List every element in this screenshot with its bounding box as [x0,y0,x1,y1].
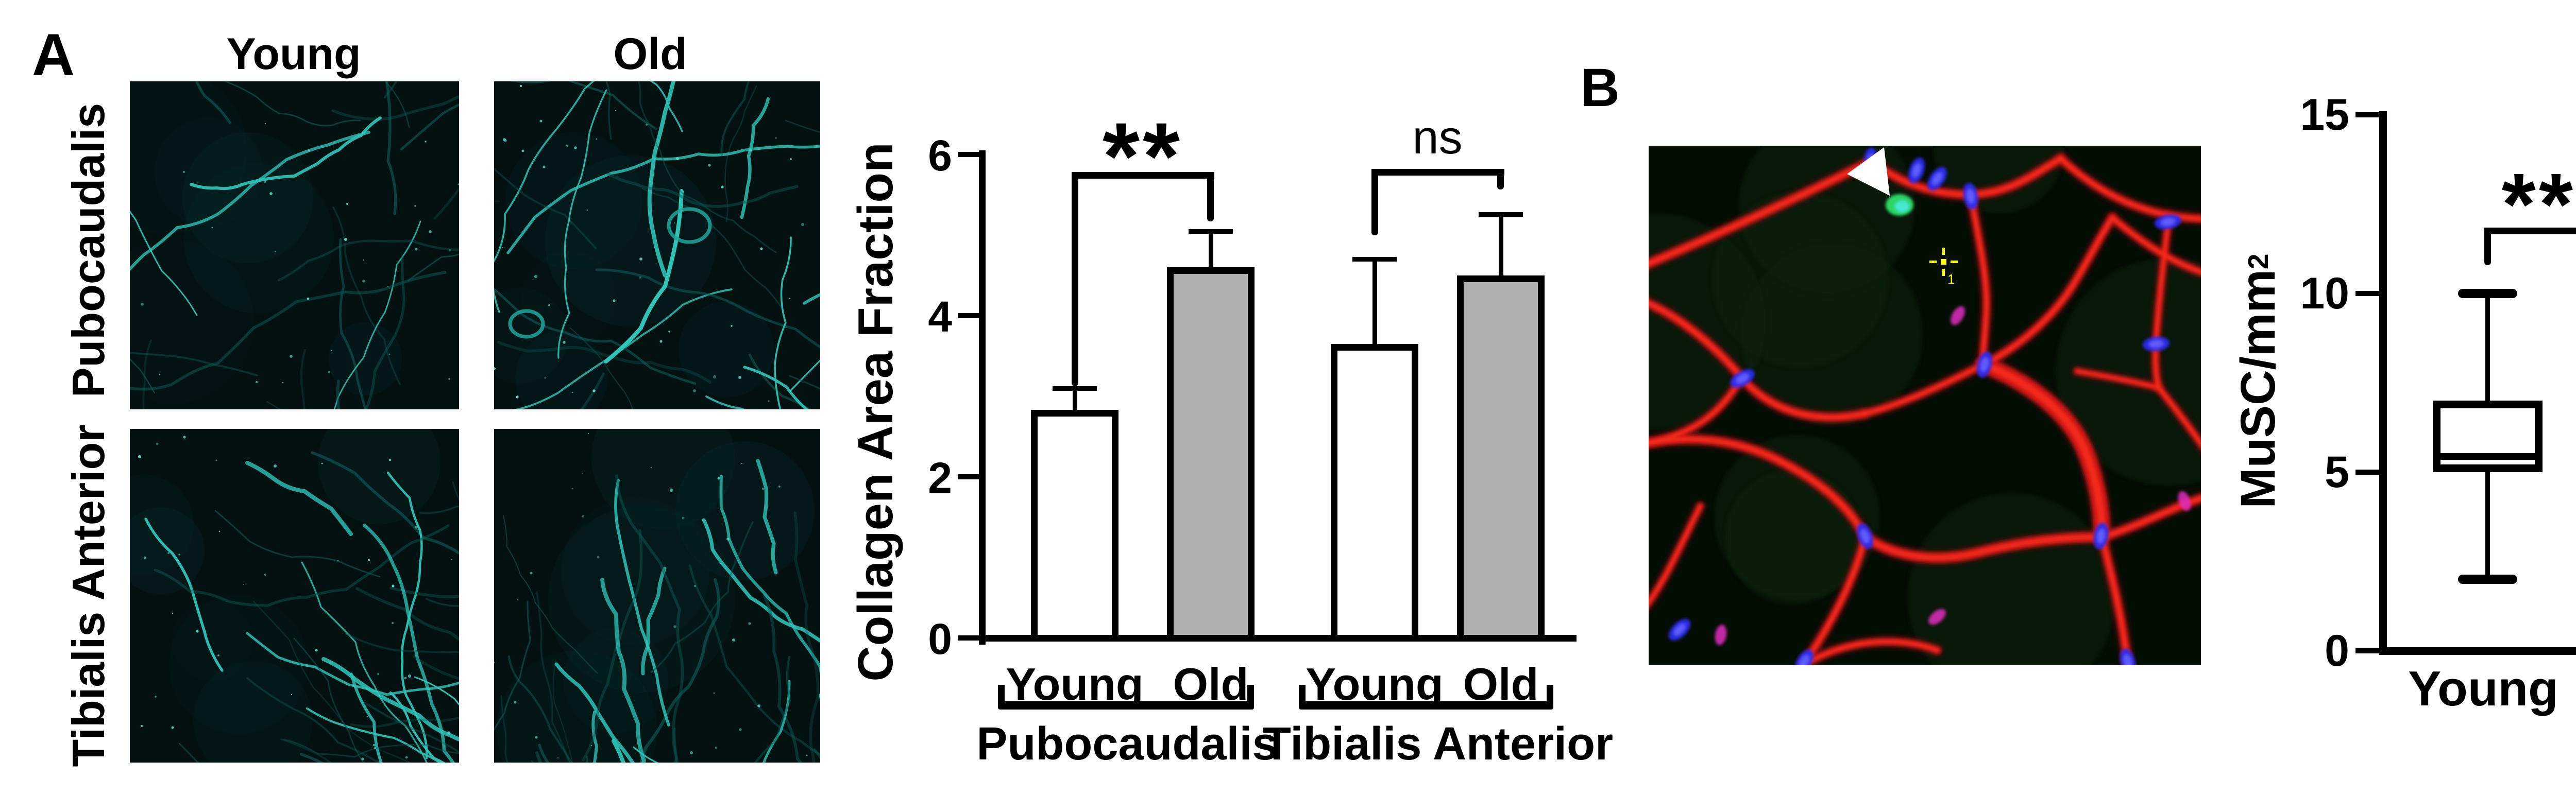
box-xlabel-young: Young [2408,661,2558,716]
bar-xlabel-young-ta: Young [1306,659,1444,710]
sig-bracket-horizontal [1371,169,1504,176]
micrograph-tibialis-old [494,429,820,763]
group-bracket-tibialis-left-end [1299,685,1306,705]
box-plot-tick-0 [2355,648,2379,653]
error-bar-cap [1053,386,1097,391]
error-bar-line [1073,388,1077,412]
error-bar-cap [1479,212,1523,217]
bar-chart-tick-2 [958,474,979,479]
bar-chart-y-axis-line [979,150,986,645]
bar-tibialis-anterior-young [1331,343,1418,642]
micrograph-pubocaudalis-young [130,81,459,409]
whisker-upper-line [2485,293,2490,401]
box-plot-tick-label-5: 5 [2325,447,2349,497]
bar-chart-tick-label-2: 2 [928,454,952,502]
panel-a-label: A [32,22,75,88]
micrograph-musc-section: 1 [1649,146,2201,665]
error-bar-cap [1352,257,1397,262]
bar-chart-y-axis-title: Collagen Area Fraction [848,142,903,682]
panel-b-label: B [1581,58,1620,118]
bar-pubocaudalis-old [1167,267,1255,642]
bar-chart-x-axis-line [979,635,1577,642]
column-header-old: Old [613,29,687,79]
whisker-lower-cap [2458,575,2517,584]
group-bracket-pubocaudalis-right-end [1247,685,1254,705]
crosshair-label: 1 [1947,271,1955,287]
bar-chart-tick-label-4: 4 [928,292,952,341]
bar-chart-tick-label-6: 6 [928,131,952,180]
column-header-young: Young [226,29,361,79]
bar-xlabel-old-pc: Old [1173,659,1249,710]
box-plot-tick-label-0: 0 [2325,626,2349,676]
bar-xlabel-old-ta: Old [1463,659,1539,710]
bar-pubocaudalis-young [1031,410,1118,642]
whisker-upper-cap [2458,289,2517,298]
box-plot-tick-label-10: 10 [2300,269,2349,318]
sig-bracket-left-leg [2484,228,2491,265]
box-plot-y-axis-line [2379,111,2387,655]
bar-tibialis-anterior-old [1457,275,1545,642]
micrograph-tibialis-young [130,429,459,763]
box-plot-y-axis-title: MuSC/mm 2 [2230,201,2286,561]
box-plot-tick-5 [2355,470,2379,475]
sig-bracket-horizontal [2484,228,2576,234]
significance-stars-musc: **** [2501,155,2576,253]
error-bar-line [1209,231,1213,270]
box-plot-y-axis-title-sup: 2 [2242,253,2274,270]
box-plot-tick-label-15: 15 [2300,90,2349,140]
significance-stars-pubocaudalis: ** [1103,103,1183,210]
sig-bracket-right-leg [1497,169,1504,189]
sig-bracket-left-leg [1072,172,1078,386]
bar-chart-tick-label-0: 0 [928,615,952,663]
bar-chart-tick-4 [958,313,979,318]
group-label-pubocaudalis: Pubocaudalis [976,718,1278,770]
micrograph-pubocaudalis-old [494,81,820,409]
box-plot-x-axis-line [2379,647,2576,655]
group-bracket-pubocaudalis [998,701,1254,710]
group-label-tibialis-anterior: Tibialis Anterior [1262,718,1614,770]
error-bar-line [1499,214,1503,278]
whisker-lower-line [2485,472,2490,580]
median-line-young [2439,453,2536,460]
sig-bracket-right-leg [1207,172,1214,221]
box-plot-tick-10 [2355,291,2379,296]
group-bracket-pubocaudalis-left-end [998,685,1005,705]
sig-bracket-left-leg [1371,169,1378,235]
row-label-pubocaudalis: Pubocaudalis [63,102,114,398]
sig-bracket-horizontal [1072,172,1214,179]
group-bracket-tibialis-right-end [1547,685,1553,705]
error-bar-line [1372,259,1377,346]
group-bracket-tibialis [1299,701,1553,710]
box-plot-tick-15 [2355,112,2379,117]
bar-chart-tick-0 [958,635,979,641]
bar-xlabel-young-pc: Young [1006,659,1144,710]
significance-ns-tibialis: ns [1412,111,1463,164]
bar-chart-tick-6 [958,152,979,157]
row-label-tibialis-anterior: Tibialis Anterior [63,424,114,767]
box-young [2432,401,2543,472]
error-bar-cap [1189,229,1233,234]
